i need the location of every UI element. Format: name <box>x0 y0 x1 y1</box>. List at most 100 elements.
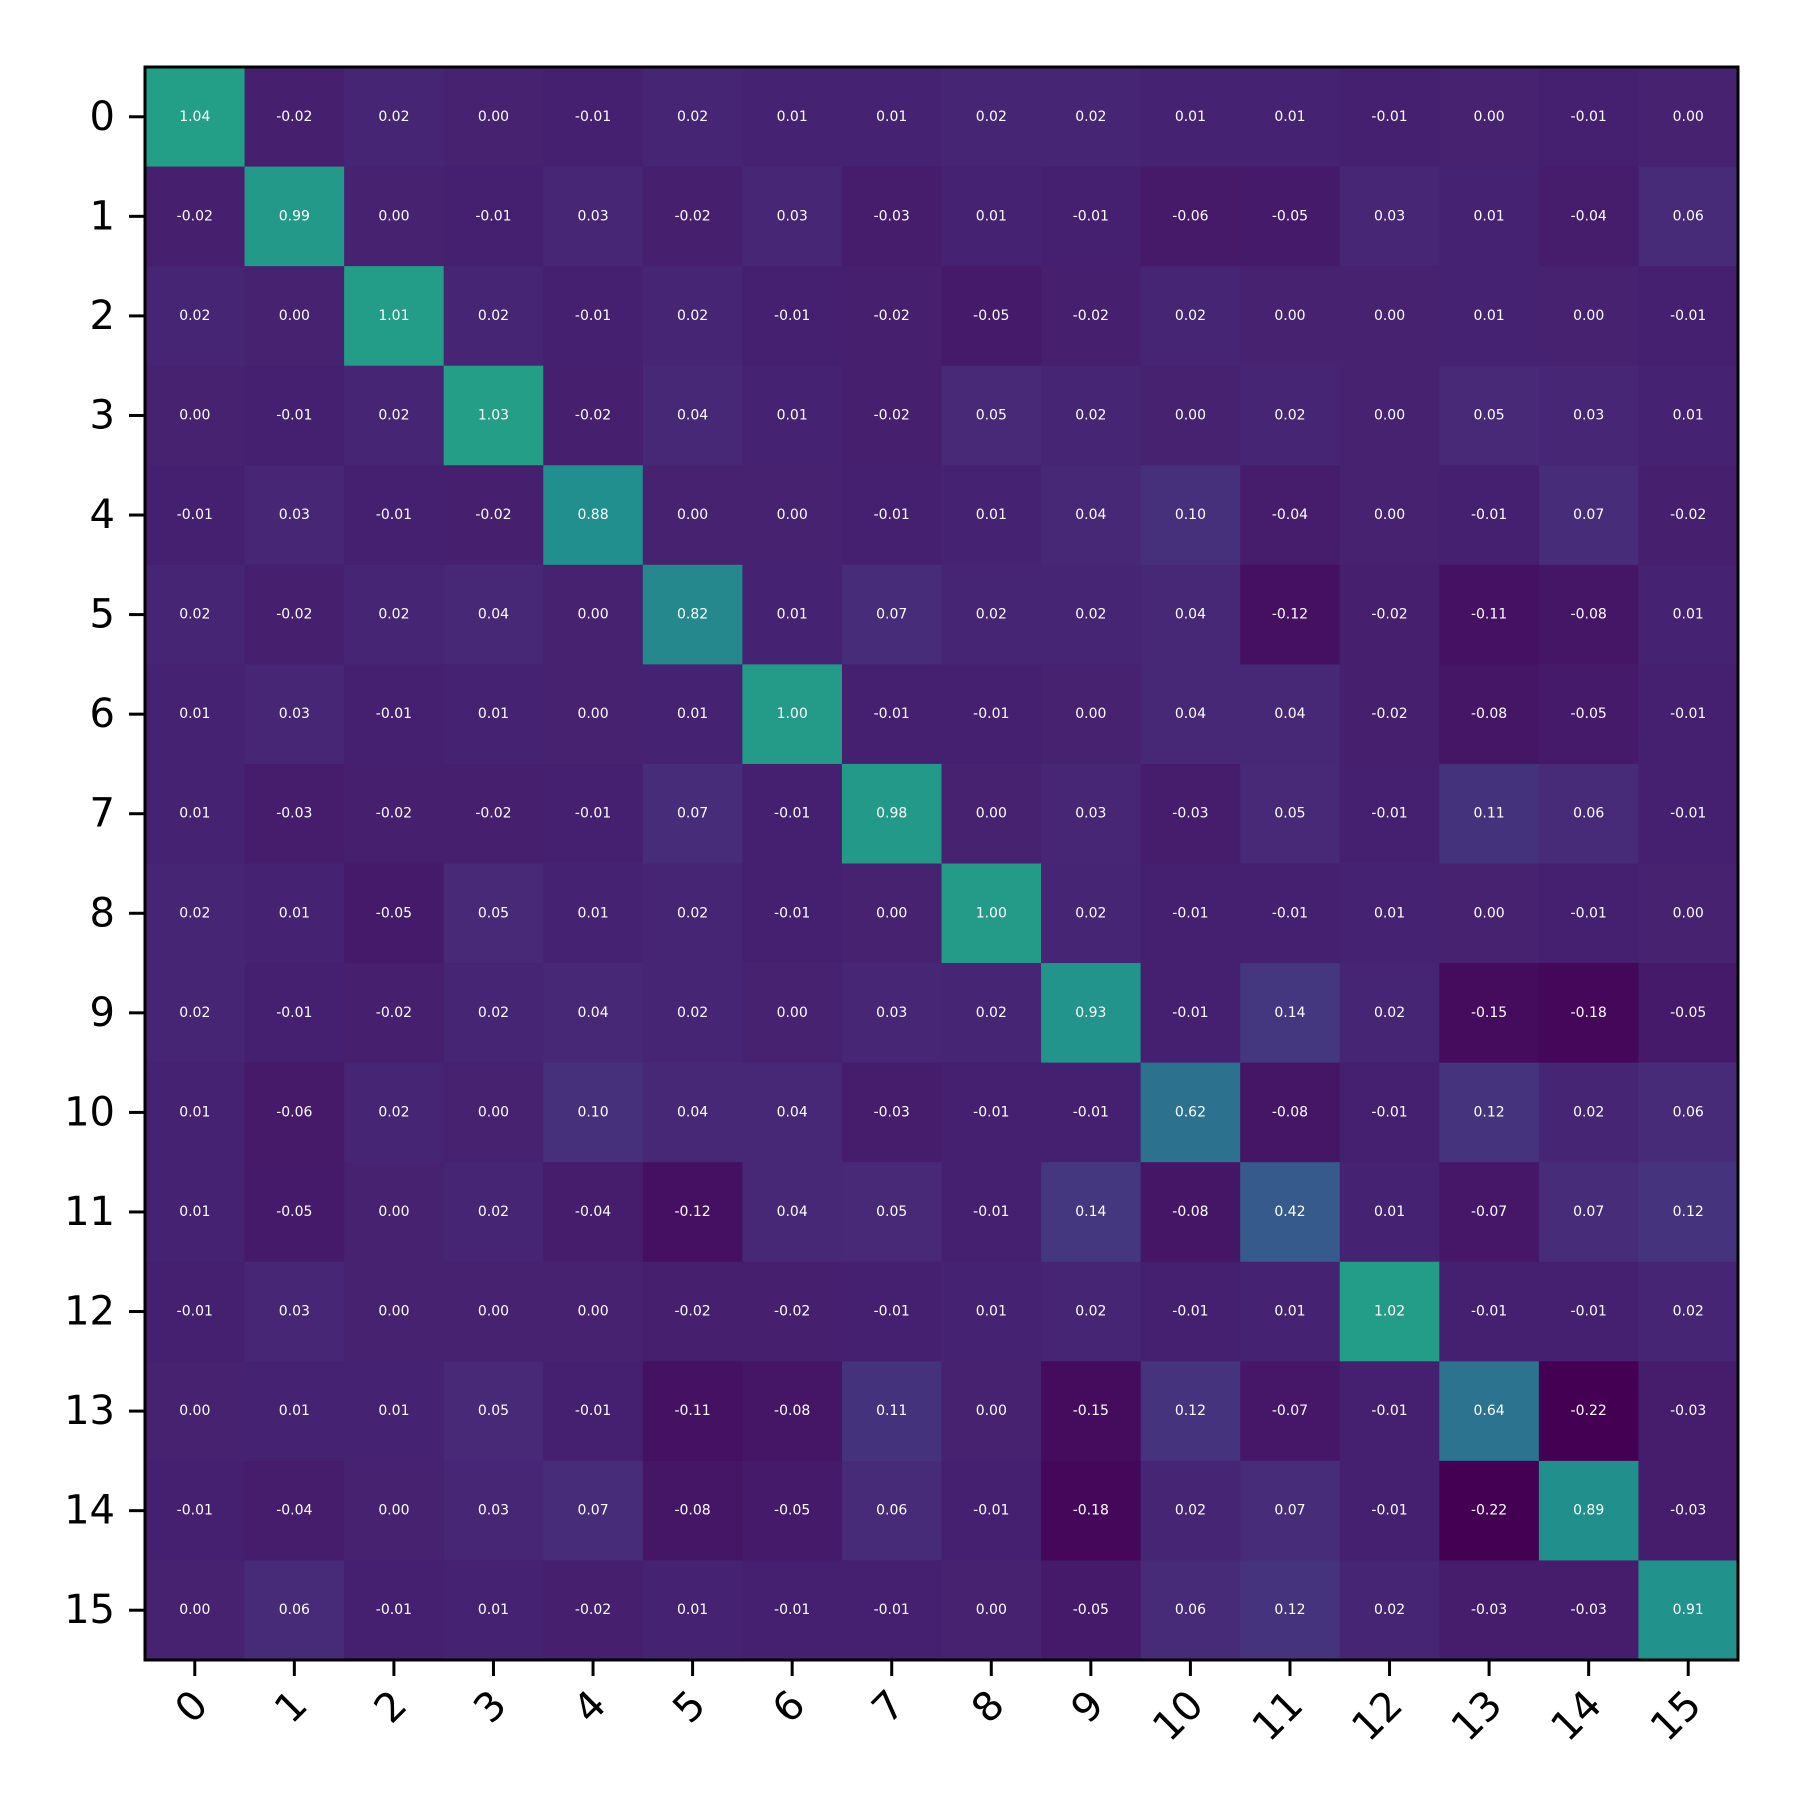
heatmap-cell-r12-c3 <box>443 1261 544 1362</box>
heatmap-cell-r13-c3 <box>443 1361 544 1462</box>
heatmap-cell-r7-c0 <box>145 763 246 865</box>
cell-value-r2-c12: 0.00 <box>1374 308 1405 324</box>
cell-value-r13-c11: -0.07 <box>1272 1403 1308 1419</box>
heatmap-cell-r1-c3 <box>443 166 544 267</box>
cell-value-r9-c13: -0.15 <box>1471 1005 1507 1021</box>
heatmap-cell-r15-c14 <box>1538 1560 1640 1661</box>
heatmap-cell-r4-c2 <box>344 465 445 566</box>
cell-value-r7-c11: 0.05 <box>1274 806 1305 822</box>
cell-value-r10-c9: -0.01 <box>1073 1104 1109 1120</box>
cell-value-r2-c0: 0.02 <box>179 308 210 324</box>
heatmap-cell-r10-c4 <box>543 1062 644 1163</box>
heatmap-cell-r4-c11 <box>1240 465 1341 566</box>
cell-value-r14-c2: 0.00 <box>378 1503 409 1519</box>
heatmap-cell-r14-c14 <box>1538 1460 1640 1562</box>
x-tick-label-9: 9 <box>1063 1682 1114 1733</box>
x-tick-label-4: 4 <box>565 1682 616 1733</box>
heatmap-cell-r13-c8 <box>941 1361 1042 1462</box>
heatmap-cell-r2-c3 <box>443 266 544 367</box>
heatmap-cell-r13-c0 <box>145 1361 246 1462</box>
cell-value-r11-c15: 0.12 <box>1673 1204 1704 1220</box>
cell-value-r6-c7: -0.01 <box>874 706 910 722</box>
heatmap-cell-r0-c5 <box>642 67 743 168</box>
cell-value-r4-c5: 0.00 <box>677 507 708 523</box>
cell-value-r12-c8: 0.01 <box>976 1304 1007 1320</box>
heatmap-cell-r5-c4 <box>543 564 644 665</box>
cell-value-r1-c6: 0.03 <box>777 208 808 224</box>
heatmap-cell-r13-c13 <box>1439 1361 1540 1462</box>
cell-value-r15-c13: -0.03 <box>1471 1602 1507 1618</box>
heatmap-cell-r8-c4 <box>543 863 644 964</box>
cell-value-r8-c4: 0.01 <box>577 905 608 921</box>
heatmap-cell-r15-c5 <box>642 1560 743 1661</box>
cell-value-r14-c9: -0.18 <box>1073 1503 1109 1519</box>
cell-value-r13-c1: 0.01 <box>279 1403 310 1419</box>
heatmap-cell-r6-c1 <box>244 664 345 765</box>
heatmap-cell-r12-c0 <box>145 1261 246 1362</box>
heatmap-cell-r15-c13 <box>1439 1560 1540 1661</box>
cell-value-r7-c7: 0.98 <box>876 806 907 822</box>
heatmap-cell-r0-c15 <box>1638 67 1739 168</box>
cell-value-r6-c1: 0.03 <box>279 706 310 722</box>
heatmap-cell-r15-c0 <box>145 1560 246 1661</box>
cell-value-r3-c7: -0.02 <box>874 407 910 423</box>
cell-value-r1-c11: -0.05 <box>1272 208 1308 224</box>
cell-value-r8-c0: 0.02 <box>179 905 210 921</box>
cell-value-r15-c7: -0.01 <box>874 1602 910 1618</box>
heatmap-cell-r2-c0 <box>145 266 246 367</box>
heatmap-cell-r2-c5 <box>642 266 743 367</box>
y-tick-label-5: 5 <box>90 592 115 638</box>
cell-value-r2-c13: 0.01 <box>1474 308 1505 324</box>
x-tick-label-0: 0 <box>167 1682 218 1733</box>
cell-value-r14-c3: 0.03 <box>478 1503 509 1519</box>
cell-value-r13-c8: 0.00 <box>976 1403 1007 1419</box>
heatmap-cell-r9-c14 <box>1538 963 1640 1064</box>
cell-value-r15-c3: 0.01 <box>478 1602 509 1618</box>
heatmap-cell-r9-c15 <box>1638 963 1739 1064</box>
cell-value-r2-c14: 0.00 <box>1573 308 1604 324</box>
heatmap-cell-r15-c3 <box>443 1560 544 1661</box>
cell-value-r4-c14: 0.07 <box>1573 507 1604 523</box>
cell-value-r10-c2: 0.02 <box>378 1104 409 1120</box>
heatmap-cell-r12-c7 <box>841 1261 943 1362</box>
heatmap-cell-r3-c5 <box>642 365 743 466</box>
cell-value-r4-c2: -0.01 <box>376 507 412 523</box>
cell-value-r3-c12: 0.00 <box>1374 407 1405 423</box>
heatmap-cell-r7-c5 <box>642 763 743 865</box>
heatmap-cell-r11-c13 <box>1439 1162 1540 1263</box>
heatmap-cell-r3-c8 <box>941 365 1042 466</box>
heatmap-cell-r13-c10 <box>1140 1361 1241 1462</box>
cell-value-r4-c10: 0.10 <box>1175 507 1206 523</box>
y-tick-label-2: 2 <box>90 293 115 339</box>
heatmap-cell-r14-c7 <box>841 1460 943 1562</box>
heatmap-cell-r15-c2 <box>344 1560 445 1661</box>
heatmap-cell-r5-c13 <box>1439 564 1540 665</box>
heatmap-cell-r6-c7 <box>841 664 943 765</box>
heatmap-cell-r6-c6 <box>742 664 843 765</box>
heatmap-cell-r8-c15 <box>1638 863 1739 964</box>
x-tick-label-7: 7 <box>863 1682 914 1733</box>
cell-value-r2-c8: -0.05 <box>973 308 1009 324</box>
heatmap-cell-r0-c3 <box>443 67 544 168</box>
heatmap-cell-r3-c2 <box>344 365 445 466</box>
heatmap-cells <box>145 67 1739 1661</box>
heatmap-cell-r7-c11 <box>1240 763 1341 865</box>
cell-value-r7-c1: -0.03 <box>276 806 312 822</box>
heatmap-cell-r10-c14 <box>1538 1062 1640 1163</box>
cell-value-r14-c7: 0.06 <box>876 1503 907 1519</box>
heatmap-cell-r4-c8 <box>941 465 1042 566</box>
cell-value-r0-c9: 0.02 <box>1075 109 1106 125</box>
heatmap-cell-r13-c9 <box>1041 1361 1142 1462</box>
cell-value-r1-c2: 0.00 <box>378 208 409 224</box>
cell-value-r4-c8: 0.01 <box>976 507 1007 523</box>
cell-value-r10-c3: 0.00 <box>478 1104 509 1120</box>
cell-value-r14-c11: 0.07 <box>1274 1503 1305 1519</box>
heatmap-cell-r9-c9 <box>1041 963 1142 1064</box>
heatmap-cell-r11-c7 <box>841 1162 943 1263</box>
cell-value-r0-c4: -0.01 <box>575 109 611 125</box>
cell-value-r12-c12: 1.02 <box>1374 1304 1405 1320</box>
cell-value-r7-c4: -0.01 <box>575 806 611 822</box>
cell-value-r14-c10: 0.02 <box>1175 1503 1206 1519</box>
heatmap-cell-r12-c10 <box>1140 1261 1241 1362</box>
cell-value-r7-c15: -0.01 <box>1670 806 1706 822</box>
